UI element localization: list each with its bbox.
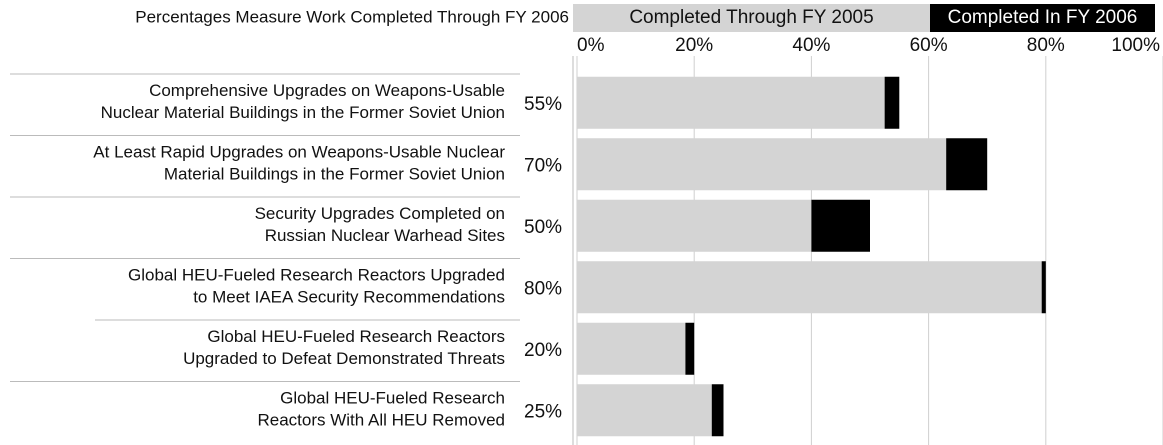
bar-segment — [811, 199, 870, 252]
x-tick-label: 0% — [577, 35, 605, 56]
legend-label: Completed Through FY 2005 — [629, 7, 873, 28]
bar-segment — [577, 384, 712, 437]
total-label: 50% — [524, 217, 562, 238]
total-label: 70% — [524, 155, 562, 176]
category-label: Reactors With All HEU Removed — [257, 411, 505, 430]
category-label: Comprehensive Upgrades on Weapons-Usable — [149, 81, 505, 100]
x-tick-label: 20% — [675, 35, 713, 56]
bar-segment — [577, 199, 812, 252]
total-label: 80% — [524, 278, 562, 299]
total-label: 20% — [524, 340, 562, 361]
category-label: Material Buildings in the Former Soviet … — [164, 165, 505, 184]
bar-segment — [711, 384, 724, 437]
x-tick-label: 40% — [792, 35, 830, 56]
category-label: Global HEU-Fueled Research Reactors — [207, 327, 505, 346]
total-label: 55% — [524, 94, 562, 115]
category-label: Upgraded to Defeat Demonstrated Threats — [183, 349, 505, 368]
x-tick-label: 60% — [910, 35, 948, 56]
legend-swatch — [930, 4, 1155, 32]
chart-title: Percentages Measure Work Completed Throu… — [135, 7, 569, 26]
category-label: Russian Nuclear Warhead Sites — [265, 226, 505, 245]
category-label: to Meet IAEA Security Recommendations — [193, 288, 505, 307]
category-label: Security Upgrades Completed on — [255, 204, 505, 223]
bar-segment — [685, 322, 695, 375]
x-tick-label: 100% — [1111, 35, 1160, 56]
bar-segment — [577, 322, 686, 375]
bar-segment — [1041, 261, 1046, 314]
bar-segment — [577, 76, 885, 129]
x-tick-label: 80% — [1027, 35, 1065, 56]
legend-label: Completed In FY 2006 — [948, 7, 1138, 28]
category-label: Global HEU-Fueled Research — [280, 389, 505, 408]
category-label: Nuclear Material Buildings in the Former… — [101, 103, 505, 122]
legend-swatch — [573, 4, 930, 32]
category-label: At Least Rapid Upgrades on Weapons-Usabl… — [93, 143, 505, 162]
bar-segment — [946, 138, 988, 191]
bar-segment — [577, 138, 947, 191]
bar-segment — [884, 76, 900, 129]
bar-segment — [577, 261, 1042, 314]
category-label: Global HEU-Fueled Research Reactors Upgr… — [128, 266, 505, 285]
total-label: 25% — [524, 401, 562, 422]
